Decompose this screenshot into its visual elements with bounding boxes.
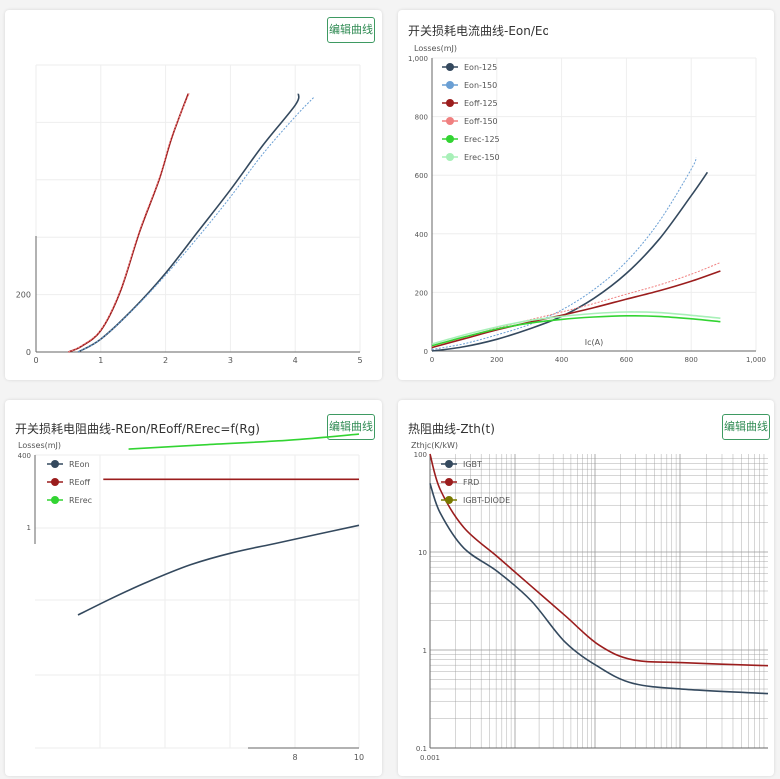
p4-x-tick-0: 0.001: [420, 754, 440, 762]
p4-legend-marker-2: [445, 496, 453, 504]
edit-curve-button-1[interactable]: 编辑曲线: [327, 17, 375, 43]
p3-legend-label-1: REoff: [69, 478, 91, 487]
chart-3-plot: 400 1 8 10 Losses(mJ) REon REoff RErec: [18, 433, 364, 762]
p3-legend-marker-1: [51, 478, 59, 486]
p2-x-tick-4: 800: [685, 356, 698, 364]
p1-y-tick-1: 200: [16, 291, 31, 300]
p2-y-tick-5: 1,000: [408, 55, 428, 63]
chart-4-title: 热阻曲线-Zth(t): [408, 422, 495, 436]
p3-y-tick-0: 400: [18, 452, 31, 460]
p4-y-label: Zthjc(K/kW): [411, 441, 458, 450]
p4-legend-label-2: IGBT-DIODE: [463, 496, 510, 505]
p2-x-tick-1: 200: [490, 356, 503, 364]
p1-x-tick-2: 2: [163, 356, 168, 365]
p4-legend-label-0: IGBT: [463, 460, 482, 469]
p3-legend-label-2: RErec: [69, 496, 92, 505]
p2-legend-label-5: Erec-150: [464, 153, 500, 162]
p3-series-0: [77, 524, 360, 616]
p4-legend-label-1: FRD: [463, 478, 479, 487]
p2-y-tick-4: 800: [415, 114, 428, 122]
p4-legend-marker-1: [445, 478, 453, 486]
p2-x-tick-2: 400: [555, 356, 568, 364]
chart-1-plot: 0 1 2 3 4 5 0 200: [16, 64, 363, 365]
p4-legend-marker-0: [445, 460, 453, 468]
p2-legend-marker-0: [446, 63, 454, 71]
p3-legend-marker-0: [51, 460, 59, 468]
p2-y-label: Losses(mJ): [414, 44, 457, 53]
p2-legend-label-3: Eoff-150: [464, 117, 498, 126]
p1-x-tick-4: 4: [293, 356, 298, 365]
p3-series-2: [128, 433, 360, 450]
p2-series-5: [431, 311, 721, 345]
p2-y-tick-0: 0: [424, 348, 428, 356]
p4-series-1: [429, 453, 769, 667]
p2-legend-marker-2: [446, 99, 454, 107]
p2-legend-label-2: Eoff-125: [464, 99, 498, 108]
p1-x-tick-5: 5: [357, 356, 362, 365]
p2-series-1: [431, 157, 697, 351]
p1-series-0: [77, 93, 300, 353]
chart-2-plot: 0 200 400 600 800 1,000 0 200 400 600 800 1,000 Loss…: [408, 44, 766, 364]
p2-series-2: [431, 270, 721, 349]
p2-x-tick-3: 600: [620, 356, 633, 364]
chart-4-plot: 100 10 1 0.10.001 Zthjc(K/kW) IGBT FRD IGBT-DIO…: [411, 441, 769, 762]
p2-series-4: [431, 314, 721, 347]
p2-x-tick-0: 0: [430, 356, 434, 364]
p4-y-tick-2: 1: [423, 647, 427, 655]
p2-series-0: [431, 171, 709, 352]
p2-legend-marker-4: [446, 135, 454, 143]
p2-legend-marker-3: [446, 117, 454, 125]
p3-legend-marker-2: [51, 496, 59, 504]
edit-curve-button-4[interactable]: 编辑曲线: [722, 414, 770, 440]
card-chart-3: 开关损耗电阻曲线-REon/REoff/RErec=f(Rg) 编辑曲线 400…: [5, 400, 382, 776]
p4-series-0: [429, 483, 769, 695]
p2-y-tick-3: 600: [415, 172, 428, 180]
p2-y-tick-1: 200: [415, 289, 428, 297]
p2-x-tick-5: 1,000: [746, 356, 766, 364]
p3-x-tick-0: 8: [292, 753, 297, 762]
p4-y-tick-0: 100: [414, 451, 427, 459]
p1-x-tick-3: 3: [228, 356, 233, 365]
p2-legend-marker-1: [446, 81, 454, 89]
p1-x-tick-1: 1: [98, 356, 103, 365]
p3-y-label: Losses(mJ): [18, 441, 61, 450]
p2-legend-label-1: Eon-150: [464, 81, 497, 90]
card-chart-1: 编辑曲线 0 1 2 3 4 5 0 200: [5, 10, 382, 380]
card-chart-4: 热阻曲线-Zth(t) 编辑曲线 100 10 1 0.1 0.001 Zthjc(K/k…: [398, 400, 774, 776]
p4-y-tick-3: 0.1: [416, 745, 427, 753]
p2-legend-label-4: Erec-125: [464, 135, 500, 144]
p3-legend-label-0: REon: [69, 460, 90, 469]
p2-legend-marker-5: [446, 153, 454, 161]
p2-legend-label-0: Eon-125: [464, 63, 497, 72]
chart-3-title: 开关损耗电阻曲线-REon/REoff/RErec=f(Rg): [15, 422, 260, 436]
p4-y-tick-1: 10: [418, 549, 427, 557]
p3-x-tick-1: 10: [354, 753, 364, 762]
p2-y-tick-2: 400: [415, 231, 428, 239]
p1-series-1: [77, 96, 315, 353]
p1-x-tick-0: 0: [33, 356, 38, 365]
p1-y-tick-0: 0: [26, 348, 31, 357]
p2-x-label: Ic(A): [585, 338, 603, 347]
p3-y-tick-1: 1: [27, 524, 31, 532]
card-chart-2: 开关损耗电流曲线-Eon/Eoff/Erec=f(Ic) 0 200 400 600 8…: [398, 10, 774, 380]
chart-2-title: 开关损耗电流曲线-Eon/Eoff/Erec=f(Ic): [408, 24, 548, 38]
